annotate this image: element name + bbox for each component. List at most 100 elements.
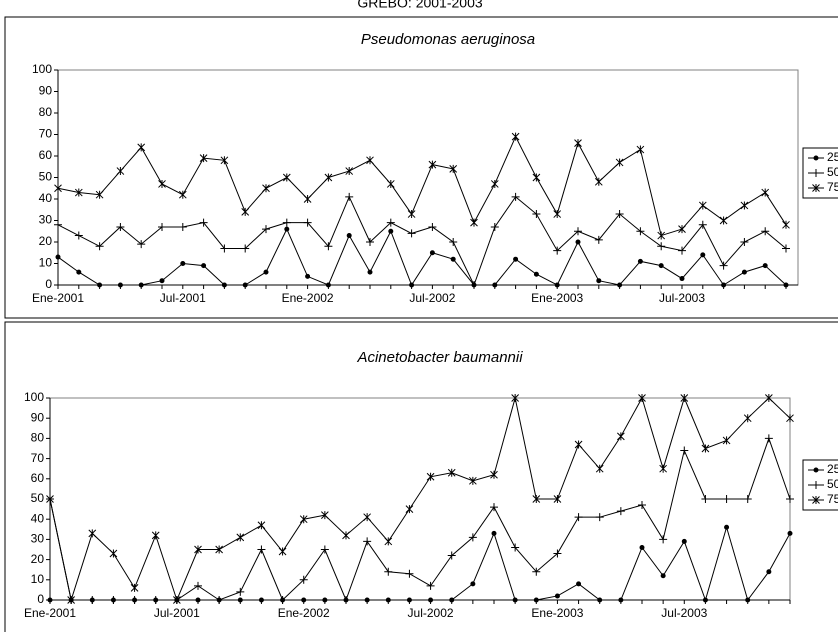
point-marker: [532, 210, 541, 219]
point-marker: [490, 503, 498, 512]
legend-label: 50: [827, 165, 838, 179]
point-marker: [426, 472, 435, 481]
point-marker: [366, 238, 374, 246]
point-marker: [67, 596, 75, 604]
point-marker: [658, 263, 664, 269]
point-marker: [743, 414, 752, 423]
point-marker: [303, 195, 312, 203]
point-marker: [553, 549, 562, 558]
legend-marker: [812, 496, 820, 504]
legend-label: 75: [827, 180, 838, 194]
point-marker: [237, 597, 243, 603]
y-tick-label: 40: [31, 511, 45, 525]
legend-marker: [813, 467, 819, 473]
point-marker: [511, 192, 520, 201]
point-marker: [117, 282, 123, 288]
point-marker: [449, 238, 458, 246]
point-marker: [299, 515, 308, 524]
y-tick-label: 80: [39, 105, 53, 119]
point-marker: [617, 432, 625, 441]
point-marker: [702, 597, 708, 603]
point-marker: [407, 210, 416, 219]
point-marker: [490, 179, 499, 188]
point-marker: [345, 192, 354, 201]
point-marker: [109, 549, 118, 558]
point-marker: [199, 218, 208, 227]
legend-label: 50: [827, 477, 838, 491]
point-marker: [722, 495, 731, 503]
point-marker: [741, 269, 747, 275]
point-marker: [88, 596, 97, 604]
point-marker: [159, 278, 165, 284]
point-marker: [638, 501, 646, 510]
legend-label: 75: [827, 492, 838, 506]
point-marker: [428, 222, 437, 231]
point-marker: [512, 597, 518, 603]
point-marker: [594, 177, 603, 186]
point-marker: [679, 276, 685, 282]
point-marker: [574, 513, 583, 522]
point-marker: [764, 434, 773, 443]
point-marker: [241, 207, 250, 216]
point-marker: [678, 225, 686, 234]
point-marker: [532, 173, 541, 182]
point-marker: [220, 156, 229, 165]
point-marker: [553, 210, 562, 219]
point-marker: [533, 271, 539, 277]
point-marker: [384, 537, 393, 546]
point-marker: [282, 173, 291, 182]
point-marker: [385, 597, 391, 603]
point-marker: [701, 444, 710, 453]
point-marker: [97, 282, 103, 288]
point-marker: [429, 250, 435, 256]
point-marker: [449, 597, 455, 603]
point-marker: [130, 596, 139, 604]
point-marker: [745, 597, 751, 603]
point-marker: [532, 495, 541, 503]
point-marker: [363, 537, 372, 546]
point-marker: [492, 282, 498, 288]
point-marker: [364, 597, 370, 603]
y-tick-label: 100: [24, 390, 44, 404]
point-marker: [659, 464, 667, 473]
point-marker: [491, 530, 497, 536]
point-marker: [262, 225, 270, 234]
point-marker: [116, 167, 125, 176]
point-marker: [765, 394, 773, 402]
point-marker: [130, 583, 139, 592]
plot-area: [57, 69, 799, 286]
point-marker: [786, 414, 794, 423]
y-tick-label: 0: [45, 277, 52, 291]
panel-frame: [4, 321, 838, 632]
point-marker: [88, 529, 97, 538]
point-marker: [701, 495, 710, 503]
point-marker: [158, 222, 166, 231]
point-marker: [724, 524, 730, 530]
y-tick-label: 90: [39, 84, 53, 98]
point-marker: [388, 228, 394, 234]
point-marker: [553, 495, 562, 503]
point-marker: [447, 468, 456, 477]
point-marker: [511, 543, 520, 552]
point-marker: [698, 220, 707, 229]
y-tick-label: 80: [31, 431, 45, 445]
point-marker: [787, 530, 793, 536]
point-marker: [616, 507, 625, 516]
point-marker: [698, 201, 707, 210]
y-tick-label: 50: [31, 491, 45, 505]
series-line: [57, 135, 787, 237]
point-marker: [55, 254, 61, 260]
y-tick-label: 30: [39, 213, 53, 227]
point-marker: [511, 394, 519, 402]
point-marker: [490, 470, 498, 479]
y-tick-label: 100: [32, 62, 52, 76]
point-marker: [405, 569, 414, 578]
y-tick-label: 50: [39, 170, 53, 184]
page-title: GREBO: 2001-2003: [357, 0, 483, 11]
legend-marker: [812, 184, 820, 192]
point-marker: [137, 143, 146, 152]
point-marker: [109, 596, 118, 604]
series-line: [57, 195, 787, 287]
point-marker: [262, 184, 270, 193]
